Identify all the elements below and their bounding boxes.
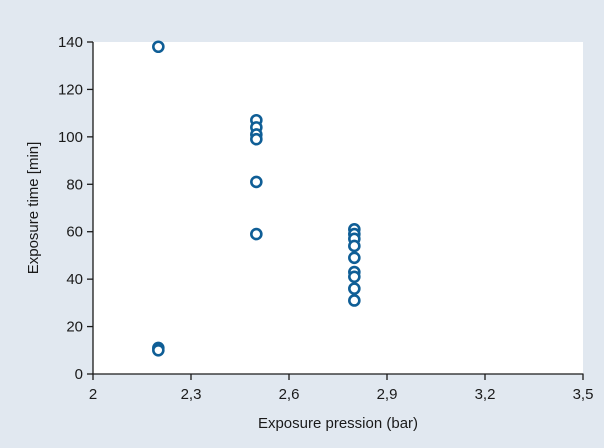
y-tick-label: 80 — [66, 176, 83, 193]
y-tick-label: 140 — [58, 34, 83, 51]
axes: 0 20 40 60 80 100 120 140 2 2,3 2,6 2,9 3,2 3,5 — [58, 34, 593, 403]
y-tick-label: 100 — [58, 129, 83, 146]
y-tick-label: 40 — [66, 271, 83, 288]
y-axis-title: Exposure time [min] — [25, 142, 42, 275]
data-point — [348, 239, 361, 253]
x-tick-label: 2,6 — [279, 386, 300, 403]
x-tick-label: 2,9 — [377, 386, 398, 403]
x-tick-label: 2,3 — [181, 386, 202, 403]
data-point — [348, 270, 361, 284]
data-point — [250, 132, 263, 146]
x-axis-title: Exposure pression (bar) — [258, 415, 418, 432]
data-points — [152, 40, 361, 357]
data-point — [152, 343, 165, 357]
data-point — [250, 227, 263, 241]
y-tick-label: 120 — [58, 81, 83, 98]
data-point — [152, 40, 165, 54]
y-tick-label: 60 — [66, 224, 83, 241]
data-point — [250, 175, 263, 189]
plot-area — [93, 42, 583, 374]
data-point — [348, 294, 361, 307]
x-tick-label: 3,2 — [475, 386, 496, 403]
x-tick-label: 3,5 — [573, 386, 594, 403]
y-tick-label: 0 — [75, 366, 83, 383]
data-point — [348, 251, 361, 265]
y-tick-label: 20 — [66, 319, 83, 336]
data-point — [348, 282, 361, 295]
x-tick-label: 2 — [89, 386, 97, 403]
